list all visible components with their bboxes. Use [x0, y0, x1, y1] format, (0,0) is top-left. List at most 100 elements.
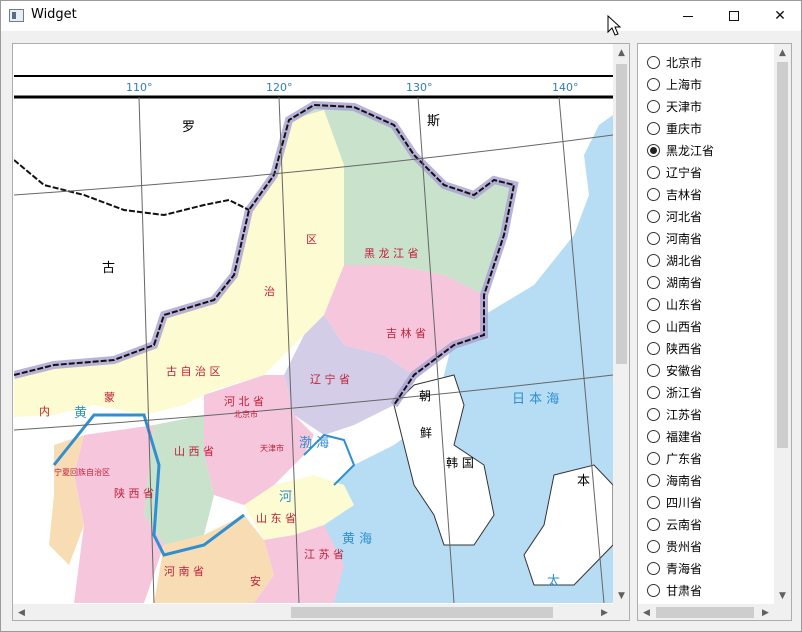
province-radio-item[interactable]: 辽宁省: [647, 161, 775, 183]
radio-button[interactable]: [647, 209, 660, 223]
radio-button[interactable]: [647, 297, 660, 311]
title-bar[interactable]: Widget ✕: [1, 1, 801, 31]
province-radio-item[interactable]: 安徽省: [647, 359, 775, 381]
radio-label: 黑龙江省: [666, 143, 715, 158]
province-radio-list[interactable]: 北京市上海市天津市重庆市黑龙江省辽宁省吉林省河北省河南省湖北省湖南省 山东省山西省…: [639, 45, 775, 603]
province-radio-item[interactable]: 福建省: [647, 425, 775, 447]
scroll-down-arrow-icon[interactable]: ▼: [618, 590, 625, 601]
radio-button[interactable]: [647, 517, 660, 531]
radio-button[interactable]: [647, 253, 660, 267]
radio-label: 天津市: [666, 99, 703, 114]
radio-button[interactable]: [647, 473, 660, 487]
radio-button[interactable]: [647, 55, 660, 69]
province-radio-item[interactable]: 四川省: [647, 491, 775, 513]
map-label: 太: [547, 574, 560, 589]
province-radio-item[interactable]: 江苏省: [647, 403, 775, 425]
map-label: 宁夏回族自治区: [54, 467, 110, 477]
radio-button[interactable]: [647, 143, 660, 157]
radio-button[interactable]: [647, 121, 660, 135]
radio-button[interactable]: [647, 561, 660, 575]
radio-label: 上海市: [666, 77, 703, 92]
province-radio-item[interactable]: 上海市: [647, 73, 775, 95]
scroll-right-arrow-icon[interactable]: ▶: [762, 607, 769, 618]
province-list-scroll-area[interactable]: 北京市上海市天津市重庆市黑龙江省辽宁省吉林省河北省河南省湖北省湖南省 山东省山西省…: [637, 43, 792, 621]
map-label: 黄: [74, 406, 87, 421]
scroll-left-arrow-icon[interactable]: ◀: [643, 607, 650, 618]
list-horizontal-scrollbar[interactable]: ◀ ▶: [638, 604, 774, 620]
province-radio-item[interactable]: 青海省: [647, 557, 775, 579]
radio-button[interactable]: [647, 319, 660, 333]
province-radio-item[interactable]: 广东省: [647, 447, 775, 469]
shanxi-region: [144, 415, 214, 545]
scroll-up-arrow-icon[interactable]: ▲: [618, 47, 625, 58]
province-radio-item[interactable]: 黑龙江省: [647, 139, 775, 161]
radio-label: 北京市: [666, 55, 703, 70]
radio-label: 广东省: [666, 451, 703, 466]
map-scroll-area[interactable]: 110° 120° 130° 140° 罗 斯 古 蒙 内 黑 龙 江 省 吉 …: [12, 43, 630, 621]
province-radio-item[interactable]: 天津市: [647, 95, 775, 117]
province-radio-item[interactable]: 湖北省: [647, 249, 775, 271]
scroll-left-arrow-icon[interactable]: ◀: [18, 607, 25, 618]
radio-label: 云南省: [666, 517, 703, 532]
radio-button[interactable]: [647, 275, 660, 289]
radio-label: 湖北省: [666, 253, 703, 268]
radio-button[interactable]: [647, 385, 660, 399]
minimize-button[interactable]: [665, 1, 711, 31]
scroll-down-arrow-icon[interactable]: ▼: [779, 590, 786, 601]
scroll-up-arrow-icon[interactable]: ▲: [779, 47, 786, 58]
map-horizontal-scrollbar[interactable]: ◀ ▶: [13, 604, 613, 620]
scroll-right-arrow-icon[interactable]: ▶: [601, 607, 608, 618]
radio-button[interactable]: [647, 99, 660, 113]
radio-button[interactable]: [647, 363, 660, 377]
radio-button[interactable]: [647, 187, 660, 201]
scroll-thumb[interactable]: [777, 62, 788, 448]
radio-label: 福建省: [666, 429, 703, 444]
radio-label: 吉林省: [666, 187, 703, 202]
map-label: 河 北 省: [224, 395, 264, 408]
list-vertical-scrollbar[interactable]: ▲ ▼: [774, 44, 791, 604]
radio-button[interactable]: [647, 451, 660, 465]
scroll-thumb[interactable]: [291, 607, 553, 618]
maximize-button[interactable]: [711, 1, 757, 31]
province-radio-item[interactable]: 河北省: [647, 205, 775, 227]
radio-button[interactable]: [647, 495, 660, 509]
province-radio-item[interactable]: 山西省: [647, 315, 775, 337]
province-radio-item[interactable]: 重庆市: [647, 117, 775, 139]
province-radio-item[interactable]: 河南省: [647, 227, 775, 249]
province-radio-item[interactable]: 贵州省: [647, 535, 775, 557]
maximize-icon: [729, 11, 739, 21]
radio-button[interactable]: [647, 583, 660, 597]
map-vertical-scrollbar[interactable]: ▲ ▼: [613, 44, 629, 604]
province-radio-item[interactable]: 山东省: [647, 293, 775, 315]
radio-button[interactable]: [647, 231, 660, 245]
province-radio-item[interactable]: 浙江省: [647, 381, 775, 403]
radio-label: 河南省: [666, 231, 703, 246]
province-radio-item[interactable]: 云南省: [647, 513, 775, 535]
radio-label: 甘肃省: [666, 583, 703, 598]
radio-button[interactable]: [647, 539, 660, 553]
province-radio-item[interactable]: 甘肃省: [647, 579, 775, 601]
scroll-thumb[interactable]: [616, 64, 627, 364]
province-radio-item[interactable]: 陕西省: [647, 337, 775, 359]
scroll-thumb[interactable]: [656, 607, 754, 618]
radio-button[interactable]: [647, 165, 660, 179]
province-radio-item[interactable]: 北京市: [647, 51, 775, 73]
close-button[interactable]: ✕: [757, 1, 802, 31]
province-map[interactable]: 110° 120° 130° 140° 罗 斯 古 蒙 内 黑 龙 江 省 吉 …: [14, 45, 613, 603]
radio-button[interactable]: [647, 407, 660, 421]
radio-label: 江苏省: [666, 407, 703, 422]
radio-label: 河北省: [666, 209, 703, 224]
minimize-icon: [683, 15, 693, 17]
radio-button[interactable]: [647, 341, 660, 355]
province-radio-item[interactable]: 吉林省: [647, 183, 775, 205]
radio-button[interactable]: [647, 429, 660, 443]
map-viewport[interactable]: 110° 120° 130° 140° 罗 斯 古 蒙 内 黑 龙 江 省 吉 …: [14, 45, 613, 603]
map-label: 吉 林 省: [386, 326, 426, 340]
ningxia-region: [49, 435, 84, 565]
map-label: 本: [577, 474, 590, 489]
radio-label: 山西省: [666, 319, 703, 334]
radio-button[interactable]: [647, 77, 660, 91]
province-radio-item[interactable]: 海南省: [647, 469, 775, 491]
province-radio-item[interactable]: 湖南省: [647, 271, 775, 293]
